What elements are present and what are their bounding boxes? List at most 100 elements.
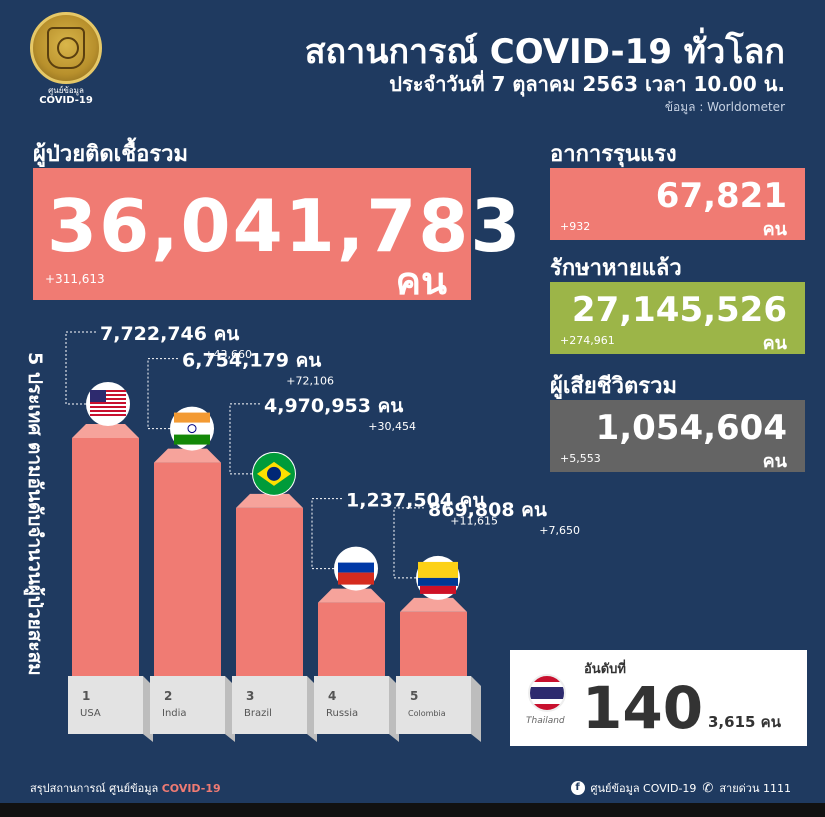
colombia-flag-blue bbox=[418, 577, 458, 586]
delta-label-russia: +11,615 bbox=[450, 515, 498, 528]
deaths-value: 1,054,604 bbox=[595, 408, 787, 448]
india-flag-green bbox=[174, 434, 210, 445]
bar-brazil bbox=[236, 507, 303, 676]
pedestal-colombia bbox=[396, 676, 471, 734]
recovered-value: 27,145,526 bbox=[571, 290, 787, 330]
value-label-india: 6,754,179 คน bbox=[182, 350, 321, 372]
facebook-page-link[interactable]: ศูนย์ข้อมูล COVID-19 bbox=[590, 782, 697, 795]
thai-government-seal bbox=[30, 12, 102, 84]
usa-flag-stripe bbox=[90, 406, 126, 408]
total-value: 36,041,783 bbox=[47, 184, 523, 268]
bar-top-russia bbox=[318, 588, 385, 603]
bar-top-india bbox=[154, 448, 221, 463]
critical-value: 67,821 bbox=[655, 176, 787, 216]
critical-unit: คน bbox=[762, 219, 787, 240]
footer-credit-text: สรุปสถานการณ์ ศูนย์ข้อมูล bbox=[30, 782, 159, 795]
delta-label-india: +72,106 bbox=[286, 375, 334, 388]
bar-top-usa bbox=[72, 424, 139, 438]
critical-label: อาการรุนแรง bbox=[550, 142, 677, 167]
bar-usa bbox=[72, 438, 139, 676]
total-delta: +311,613 bbox=[45, 272, 105, 286]
category-label-russia: Russia bbox=[326, 708, 358, 719]
recovered-delta: +274,961 bbox=[560, 334, 615, 347]
chart-title: 5 ประเทศ ตามอันดับจำนวนผู้ป่วยสะสม bbox=[24, 352, 46, 676]
critical-delta: +932 bbox=[560, 220, 591, 233]
total-unit: คน bbox=[395, 259, 447, 303]
recovered-label: รักษาหายแล้ว bbox=[550, 256, 682, 281]
phone-icon: ✆ bbox=[702, 780, 714, 796]
usa-flag-stripe bbox=[90, 398, 126, 400]
rank-label-russia: 4 bbox=[328, 689, 336, 703]
page-title: สถานการณ์ COVID-19 ทั่วโลก bbox=[304, 32, 785, 72]
colombia-flag-red bbox=[420, 585, 456, 594]
delta-label-brazil: +30,454 bbox=[368, 420, 416, 433]
delta-label-colombia: +7,650 bbox=[539, 524, 580, 537]
deaths-unit: คน bbox=[762, 451, 787, 472]
critical-box: 67,821 คน +932 bbox=[550, 168, 805, 240]
footer-contact: f ศูนย์ข้อมูล COVID-19 ✆ สายด่วน 1111 bbox=[570, 779, 791, 797]
hotline-number: สายด่วน 1111 bbox=[719, 782, 791, 795]
rank-label-usa: 1 bbox=[82, 689, 90, 703]
total-label: ผู้ป่วยติดเชื้อรวม bbox=[33, 142, 189, 167]
india-flag-saffron bbox=[174, 412, 210, 423]
deaths-box: 1,054,604 คน +5,553 bbox=[550, 400, 805, 472]
org-line1: ศูนย์ข้อมูล bbox=[48, 86, 84, 95]
bar-top-colombia bbox=[400, 597, 467, 612]
value-label-brazil: 4,970,953 คน bbox=[264, 395, 403, 417]
footer-credit: สรุปสถานการณ์ ศูนย์ข้อมูล COVID-19 bbox=[30, 779, 221, 797]
usa-flag-stripe bbox=[90, 414, 126, 416]
thailand-rank-label: อันดับที่ bbox=[584, 662, 626, 677]
pedestal-usa bbox=[68, 676, 143, 734]
bar-top-brazil bbox=[236, 493, 303, 508]
thailand-name: Thailand bbox=[526, 716, 565, 726]
brazil-flag-globe bbox=[267, 466, 281, 481]
india-flag-chakra bbox=[187, 424, 197, 434]
data-source: ข้อมูล : Worldometer bbox=[664, 100, 785, 114]
thailand-flag-icon bbox=[528, 674, 566, 712]
recovered-unit: คน bbox=[762, 333, 787, 354]
thailand-rank-box: Thailand อันดับที่ 140 3,615 คน bbox=[510, 650, 807, 746]
russia-flag-red bbox=[338, 572, 374, 585]
category-label-colombia: Colombia bbox=[408, 709, 446, 718]
colombia-flag-yellow bbox=[418, 561, 458, 578]
thailand-cases: 3,615 คน bbox=[708, 713, 781, 731]
category-label-india: India bbox=[162, 708, 187, 719]
delta-label-usa: +43,660 bbox=[204, 348, 252, 361]
connector-brazil bbox=[229, 403, 260, 475]
connector-colombia bbox=[393, 507, 424, 579]
deaths-label: ผู้เสียชีวิตรวม bbox=[550, 374, 677, 399]
org-caption: ศูนย์ข้อมูล COVID-19 bbox=[20, 86, 112, 106]
bottom-strip bbox=[0, 803, 825, 817]
connector-russia bbox=[311, 498, 342, 570]
deaths-delta: +5,553 bbox=[560, 452, 601, 465]
total-box: 36,041,783 คน +311,613 bbox=[33, 168, 520, 303]
category-label-usa: USA bbox=[80, 708, 101, 719]
rank-label-india: 2 bbox=[164, 689, 172, 703]
connector-india bbox=[147, 358, 178, 430]
org-line2: COVID-19 bbox=[39, 95, 93, 106]
recovered-box: 27,145,526 คน +274,961 bbox=[550, 282, 805, 354]
facebook-icon[interactable]: f bbox=[570, 781, 585, 795]
bar-colombia bbox=[400, 611, 467, 676]
pedestal-brazil bbox=[232, 676, 307, 734]
usa-flag-stripe bbox=[90, 390, 126, 392]
thailand-rank-number: 140 bbox=[582, 674, 704, 742]
pedestal-russia bbox=[314, 676, 389, 734]
footer-credit-highlight: COVID-19 bbox=[161, 782, 221, 795]
usa-flag-stripe bbox=[90, 394, 126, 396]
usa-flag-canton bbox=[90, 390, 106, 402]
value-label-usa: 7,722,746 คน bbox=[100, 323, 239, 345]
rank-label-colombia: 5 bbox=[410, 689, 418, 703]
category-label-brazil: Brazil bbox=[244, 708, 272, 719]
value-label-colombia: 869,808 คน bbox=[428, 499, 547, 521]
value-label-russia: 1,237,504 คน bbox=[346, 490, 485, 512]
rank-label-brazil: 3 bbox=[246, 689, 254, 703]
pedestal-india bbox=[150, 676, 225, 734]
bar-russia bbox=[318, 602, 385, 676]
usa-flag-stripe bbox=[90, 410, 126, 412]
usa-flag-stripe bbox=[90, 402, 126, 404]
pedestal-side-colombia bbox=[471, 676, 481, 742]
connector-usa bbox=[65, 331, 96, 405]
russia-flag-blue bbox=[338, 562, 374, 573]
